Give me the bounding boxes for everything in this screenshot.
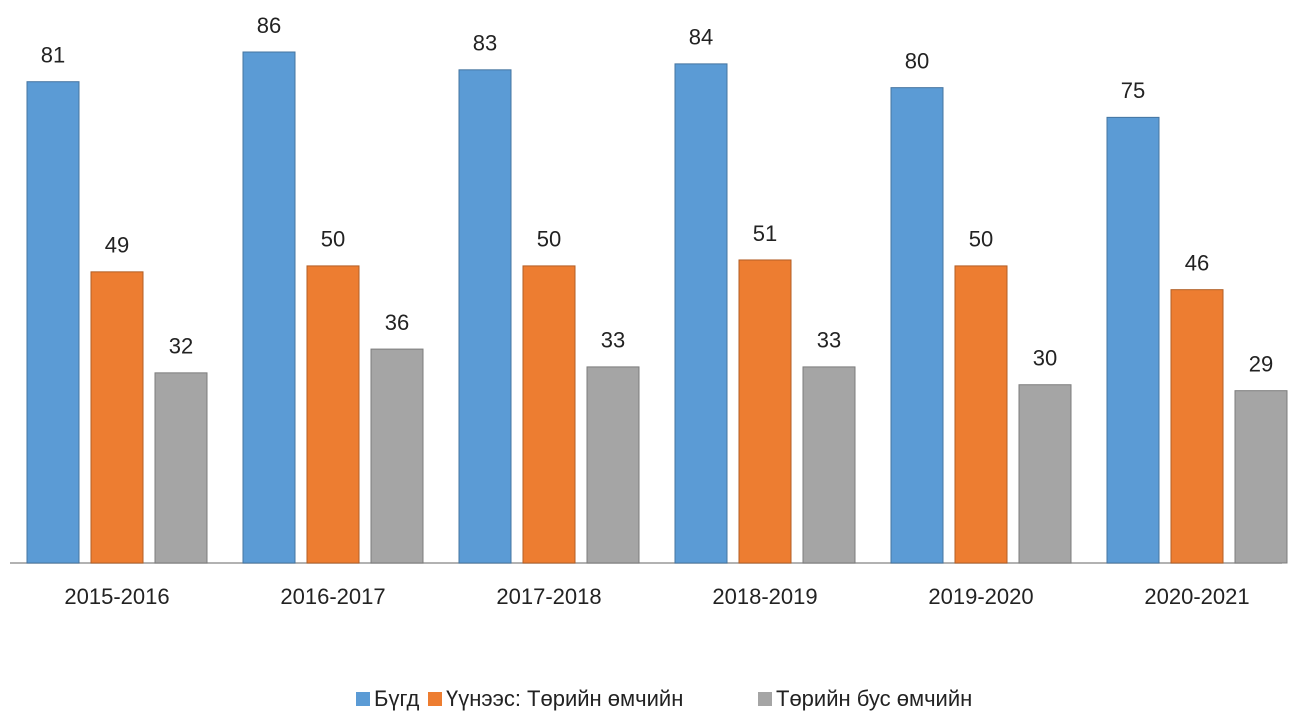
bar xyxy=(954,265,1008,564)
legend-swatch xyxy=(428,692,442,706)
x-tick-label: 2016-2017 xyxy=(280,584,385,609)
data-label: 46 xyxy=(1185,250,1209,275)
bar xyxy=(1106,116,1160,564)
data-label: 50 xyxy=(969,227,993,252)
bar xyxy=(458,69,512,564)
bar xyxy=(738,259,792,564)
data-label: 51 xyxy=(753,221,777,246)
bar xyxy=(1234,390,1288,564)
data-label: 36 xyxy=(385,310,409,335)
bar xyxy=(242,51,296,564)
data-label: 33 xyxy=(817,328,841,353)
data-label: 29 xyxy=(1249,351,1273,376)
bar xyxy=(674,63,728,564)
data-label: 50 xyxy=(537,227,561,252)
data-label: 86 xyxy=(257,13,281,38)
legend-label: Бүгд xyxy=(374,686,419,711)
bar xyxy=(306,265,360,564)
x-tick-label: 2019-2020 xyxy=(928,584,1033,609)
bar xyxy=(90,271,144,564)
legend-swatch xyxy=(758,692,772,706)
bar xyxy=(1018,384,1072,564)
bar xyxy=(370,348,424,564)
data-label: 80 xyxy=(905,48,929,73)
data-label: 49 xyxy=(105,233,129,258)
bar xyxy=(154,372,208,564)
bar xyxy=(802,366,856,564)
x-tick-label: 2015-2016 xyxy=(64,584,169,609)
data-label: 84 xyxy=(689,25,713,50)
bar xyxy=(26,81,80,564)
legend-label: Үүнээс: Төрийн өмчийн xyxy=(446,686,683,711)
x-tick-label: 2020-2021 xyxy=(1144,584,1249,609)
data-label: 33 xyxy=(601,328,625,353)
bar xyxy=(890,87,944,564)
data-label: 50 xyxy=(321,227,345,252)
bar xyxy=(586,366,640,564)
bar xyxy=(522,265,576,564)
data-label: 30 xyxy=(1033,346,1057,371)
legend-label: Төрийн бус өмчийн xyxy=(776,686,972,711)
data-label: 32 xyxy=(169,334,193,359)
data-label: 75 xyxy=(1121,78,1145,103)
legend-swatch xyxy=(356,692,370,706)
x-tick-label: 2018-2019 xyxy=(712,584,817,609)
data-label: 83 xyxy=(473,31,497,56)
bar xyxy=(1170,289,1224,564)
x-tick-label: 2017-2018 xyxy=(496,584,601,609)
data-label: 81 xyxy=(41,43,65,68)
